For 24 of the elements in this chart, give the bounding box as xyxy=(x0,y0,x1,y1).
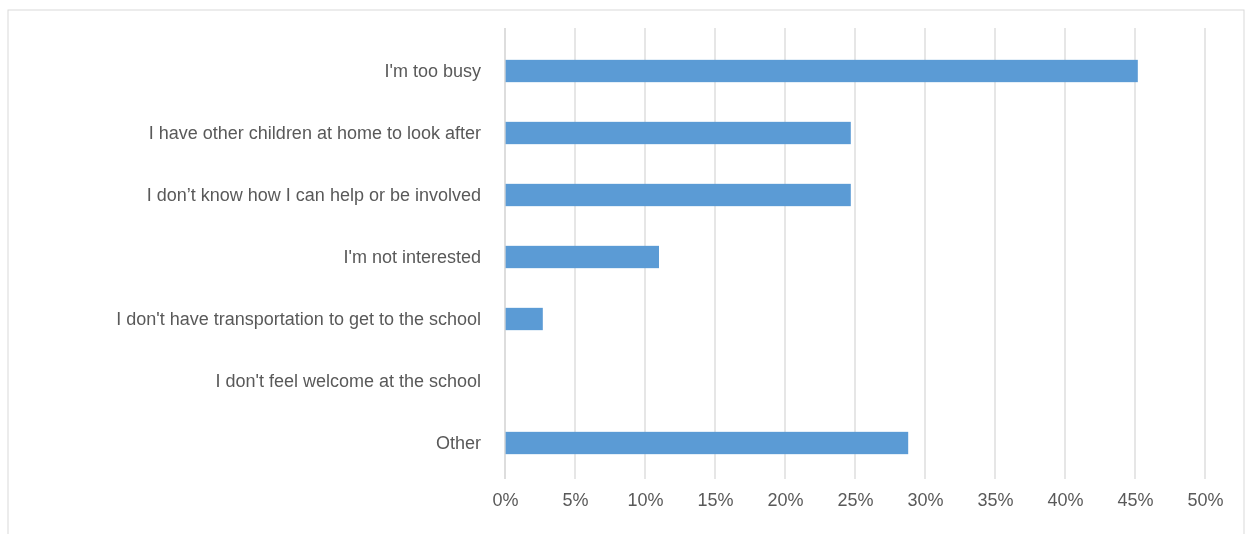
x-tick-label: 40% xyxy=(1047,489,1084,510)
x-tick-label: 45% xyxy=(1117,489,1154,510)
x-tick-label: 0% xyxy=(492,489,519,510)
x-tick-label: 35% xyxy=(977,489,1014,510)
x-tick-label: 20% xyxy=(767,489,804,510)
y-tick-label: Other xyxy=(435,432,481,453)
bar xyxy=(505,183,851,207)
bar xyxy=(505,245,659,269)
x-tick-label: 50% xyxy=(1187,489,1224,510)
bar xyxy=(505,121,851,145)
x-tick-label: 15% xyxy=(697,489,734,510)
y-tick-label: I have other children at home to look after xyxy=(148,122,481,143)
x-tick-label: 30% xyxy=(907,489,944,510)
x-tick-label: 25% xyxy=(837,489,874,510)
bar xyxy=(505,431,909,455)
x-tick-label: 10% xyxy=(627,489,664,510)
bar xyxy=(505,59,1138,83)
bar xyxy=(505,307,543,331)
x-tick-label: 5% xyxy=(562,489,589,510)
y-tick-label: I don't have transportation to get to the school xyxy=(116,308,481,329)
y-tick-label: I'm not interested xyxy=(343,246,481,267)
y-tick-label: I'm too busy xyxy=(384,60,481,81)
y-tick-label: I don't feel welcome at the school xyxy=(215,370,481,391)
y-tick-label: I don’t know how I can help or be involved xyxy=(146,184,481,205)
